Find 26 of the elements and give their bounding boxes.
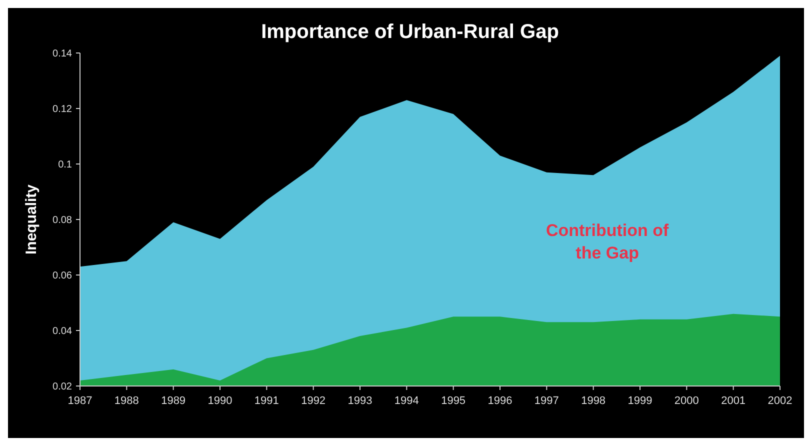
- x-tick-label: 1996: [488, 395, 512, 407]
- x-tick-label: 1999: [628, 395, 652, 407]
- chart-title: Importance of Urban-Rural Gap: [261, 21, 559, 43]
- x-tick-label: 2002: [768, 395, 792, 407]
- y-tick-label: 0.08: [52, 215, 72, 226]
- x-tick-label: 1998: [581, 395, 606, 407]
- y-tick-label: 0.02: [52, 382, 72, 392]
- y-tick-label: 0.1: [58, 160, 72, 170]
- x-tick-label: 1991: [254, 395, 279, 407]
- x-tick-label: 1994: [394, 395, 419, 407]
- y-tick-label: 0.04: [52, 326, 72, 337]
- x-tick-label: 1992: [301, 395, 326, 407]
- y-tick-label: 0.12: [52, 104, 72, 115]
- y-axis-title: Inequality: [23, 184, 40, 255]
- x-tick-label: 1997: [534, 395, 559, 407]
- x-tick-label: 1989: [161, 395, 186, 407]
- annotation: Contribution of the Gap: [546, 221, 670, 262]
- x-tick-label: 1990: [208, 395, 232, 407]
- x-tick-label: 1995: [441, 395, 466, 407]
- y-tick-label: 0.06: [52, 270, 72, 282]
- x-tick-label: 1993: [348, 395, 372, 407]
- x-tick-label: 2001: [721, 395, 746, 407]
- y-tick-label: 0.14: [52, 48, 72, 60]
- x-tick-label: 2000: [674, 395, 699, 407]
- x-tick-label: 1987: [68, 395, 92, 407]
- x-tick-label: 1988: [114, 395, 139, 407]
